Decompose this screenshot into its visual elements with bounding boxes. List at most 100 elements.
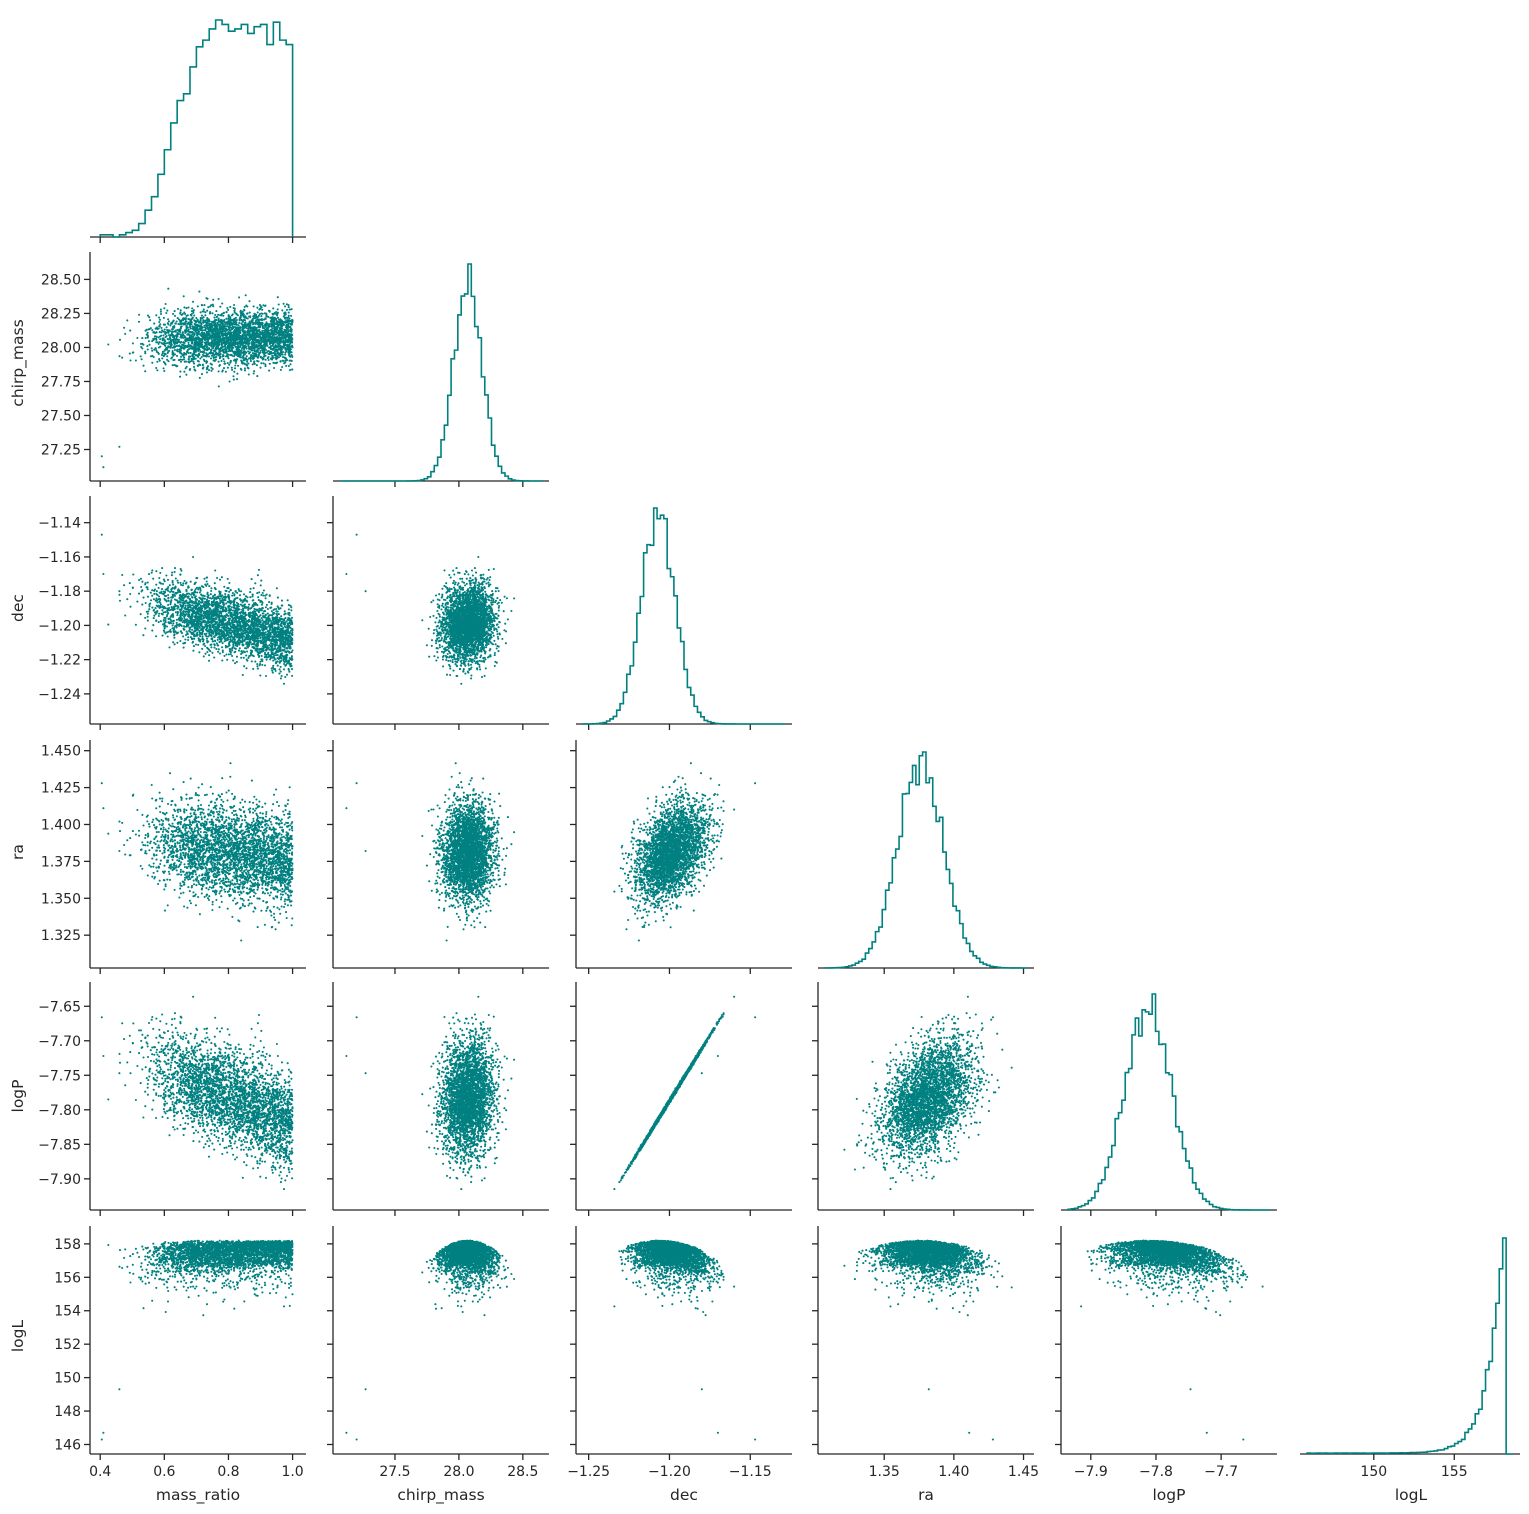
scatter-point (177, 317, 179, 319)
scatter-point (291, 360, 293, 362)
scatter-point (246, 355, 248, 357)
scatter-point (262, 304, 264, 306)
scatter-point (214, 314, 216, 316)
scatter-point (195, 358, 197, 360)
scatter-point (210, 357, 212, 359)
scatter-point (252, 315, 254, 317)
scatter-point (259, 350, 261, 352)
scatter-point (234, 364, 236, 366)
scatter-point (180, 356, 182, 358)
scatter-point (290, 315, 292, 317)
y-tick-label: 27.25 (41, 443, 81, 459)
pairplot-panels: 27.2527.5027.7528.0028.2528.50−1.24−1.22… (38, 20, 1520, 1480)
scatter-point (211, 312, 213, 314)
scatter-point (209, 320, 211, 322)
scatter-point (193, 366, 195, 368)
scatter-point (260, 342, 262, 344)
scatter-point (107, 343, 109, 345)
scatter-point (265, 359, 267, 361)
scatter-point (193, 363, 195, 365)
scatter-point (170, 357, 172, 359)
scatter-point (228, 364, 230, 366)
scatter-point (159, 325, 161, 327)
scatter-point (185, 353, 187, 355)
scatter-point (163, 317, 165, 319)
scatter-point (281, 366, 283, 368)
scatter-point (206, 310, 208, 312)
scatter-point (145, 329, 147, 331)
scatter-point (161, 354, 163, 356)
scatter-point (163, 307, 165, 309)
scatter-point (272, 307, 274, 309)
scatter-point (227, 309, 229, 311)
scatter-point (140, 355, 142, 357)
scatter-point (160, 331, 162, 333)
scatter-point (162, 339, 164, 341)
scatter-point (260, 315, 262, 317)
scatter-point (277, 308, 279, 310)
scatter-point (253, 372, 255, 374)
scatter-point (256, 307, 258, 309)
scatter-point (236, 373, 238, 375)
scatter-point (141, 337, 143, 339)
scatter-point (197, 305, 199, 307)
scatter-point (256, 364, 258, 366)
scatter-point (173, 345, 175, 347)
scatter-point (163, 361, 165, 363)
scatter-point (174, 310, 176, 312)
scatter-point (245, 352, 247, 354)
scatter-point (149, 319, 151, 321)
y-tick-label: 27.50 (41, 408, 81, 424)
scatter-point (225, 325, 227, 327)
scatter-point (248, 300, 250, 302)
scatter-point (226, 307, 228, 309)
scatter-point (233, 304, 235, 306)
scatter-point (160, 311, 162, 313)
scatter-point (284, 354, 286, 356)
scatter-point (269, 343, 271, 345)
scatter-point (289, 369, 291, 371)
scatter-point (169, 336, 171, 338)
scatter-point (282, 351, 284, 353)
scatter-point (223, 367, 225, 369)
scatter-point (206, 371, 208, 373)
histogram-mass_ratio (100, 20, 292, 237)
scatter-point (257, 311, 259, 313)
scatter-point (221, 302, 223, 304)
scatter-points (101, 288, 294, 469)
scatter-point (151, 355, 153, 357)
scatter-point (174, 349, 176, 351)
scatter-point (246, 361, 248, 363)
scatter-point (158, 336, 160, 338)
scatter-point (258, 329, 260, 331)
scatter-point (210, 367, 212, 369)
scatter-point (218, 365, 220, 367)
scatter-point (210, 370, 212, 372)
scatter-point (229, 380, 231, 382)
scatter-point (208, 369, 210, 371)
scatter-point (254, 317, 256, 319)
scatter-point (249, 351, 251, 353)
scatter-point (217, 314, 219, 316)
scatter-point (212, 305, 214, 307)
scatter-point (289, 363, 291, 365)
scatter-point (253, 305, 255, 307)
scatter-point (269, 363, 271, 365)
scatter-point (268, 359, 270, 361)
scatter-point (180, 341, 182, 343)
scatter-point (159, 323, 161, 325)
scatter-point (213, 317, 215, 319)
scatter-point (185, 315, 187, 317)
scatter-point (229, 306, 231, 308)
scatter-point (180, 361, 182, 363)
scatter-point (162, 334, 164, 336)
scatter-point (135, 359, 137, 361)
scatter-point (183, 342, 185, 344)
scatter-point (184, 361, 186, 363)
scatter-point (203, 308, 205, 310)
scatter-point (165, 303, 167, 305)
scatter-point (144, 352, 146, 354)
scatter-point (215, 359, 217, 361)
scatter-point (223, 360, 225, 362)
